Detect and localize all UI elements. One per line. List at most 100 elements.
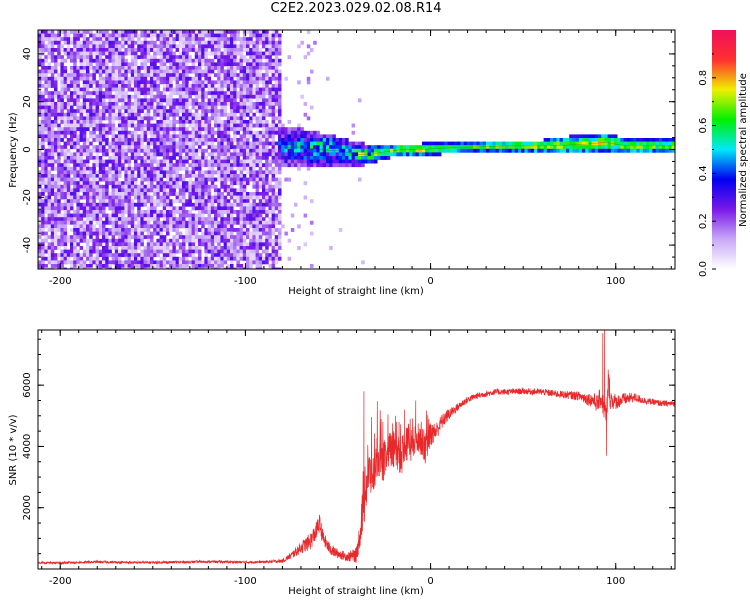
heatmap-cell [274, 246, 279, 250]
heatmap-cell [102, 127, 106, 132]
heatmap-cell [95, 109, 100, 114]
heatmap-cell [239, 231, 244, 236]
heatmap-cell [108, 55, 112, 60]
heatmap-cell [162, 66, 167, 70]
heatmap-cell [111, 134, 116, 139]
heatmap-cell [214, 51, 218, 56]
heatmap-cell [121, 55, 125, 60]
heatmap-cell [258, 192, 263, 196]
heatmap-cell [150, 123, 154, 128]
heatmap-cell [41, 210, 45, 214]
heatmap-cell [214, 235, 218, 240]
heatmap-cell [185, 48, 189, 52]
heatmap-cell [159, 102, 164, 106]
heatmap-cell [86, 141, 90, 146]
heatmap-cell [262, 238, 266, 243]
heatmap-cell [159, 145, 164, 150]
heatmap-cell [546, 138, 551, 142]
heatmap-cell [63, 87, 68, 92]
heatmap-cell [175, 249, 180, 254]
heatmap-cell [239, 73, 244, 78]
heatmap-cell [114, 188, 119, 193]
heatmap-cell [57, 264, 61, 268]
heatmap-cell [172, 123, 176, 128]
heatmap-cell [194, 174, 199, 178]
heatmap-cell [73, 130, 77, 135]
heatmap-cell [108, 246, 112, 250]
heatmap-cell [89, 30, 93, 34]
heatmap-cell [172, 40, 176, 45]
heatmap-cell [226, 58, 231, 63]
heatmap-cell [274, 127, 279, 132]
heatmap-cell [162, 264, 167, 268]
heatmap-cell [95, 210, 100, 214]
heatmap-cell [207, 159, 212, 164]
heatmap-cell [102, 246, 106, 250]
heatmap-cell [102, 177, 106, 182]
heatmap-cell [169, 260, 173, 265]
heatmap-cell [47, 109, 52, 114]
heatmap-cell [60, 228, 64, 232]
heatmap-cell [76, 238, 80, 243]
heatmap-cell [249, 174, 253, 178]
heatmap-cell [140, 231, 144, 236]
heatmap-cell [44, 87, 48, 92]
heatmap-cell [98, 174, 103, 178]
heatmap-cell [92, 177, 96, 182]
heatmap-cell [175, 80, 180, 85]
heatmap-cell [95, 123, 100, 128]
heatmap-cell [329, 145, 333, 150]
heatmap-cell [130, 66, 135, 70]
heatmap-cell [92, 37, 96, 42]
heatmap-cell [201, 235, 205, 240]
heatmap-cell [310, 231, 314, 236]
heatmap-cell [332, 145, 336, 150]
heatmap-cell [220, 98, 224, 103]
heatmap-cell [92, 148, 96, 153]
heatmap-cell [271, 148, 276, 153]
heatmap-cell [185, 73, 189, 78]
heatmap-cell [86, 181, 90, 186]
heatmap-cell [310, 264, 314, 268]
heatmap-cell [188, 253, 192, 258]
heatmap-cell [47, 228, 52, 232]
heatmap-cell [47, 62, 52, 67]
heatmap-cell [265, 134, 269, 139]
heatmap-cell [220, 210, 224, 214]
heatmap-cell [127, 260, 132, 265]
heatmap-cell [182, 249, 186, 254]
heatmap-cell [220, 246, 224, 250]
heatmap-cell [153, 134, 157, 139]
heatmap-cell [127, 76, 132, 81]
heatmap-cell [146, 80, 151, 85]
heatmap-cell [166, 231, 170, 236]
heatmap-cell [271, 156, 276, 160]
heatmap-cell [194, 181, 199, 186]
heatmap-cell [230, 33, 234, 38]
heatmap-cell [230, 220, 234, 225]
heatmap-cell [262, 105, 266, 110]
heatmap-cell [166, 58, 170, 63]
heatmap-cell [150, 127, 154, 132]
heatmap-cell [278, 192, 282, 196]
heatmap-cell [54, 181, 58, 186]
heatmap-cell [182, 116, 186, 121]
heatmap-cell [150, 166, 154, 171]
heatmap-cell [79, 66, 84, 70]
heatmap-cell [447, 141, 452, 146]
heatmap-cell [223, 33, 228, 38]
heatmap-cell [194, 94, 199, 99]
heatmap-cell [108, 231, 112, 236]
heatmap-cell [86, 192, 90, 196]
heatmap-cell [134, 249, 138, 254]
heatmap-cell [511, 145, 516, 150]
heatmap-cell [63, 253, 68, 258]
heatmap-cell [137, 206, 141, 211]
heatmap-cell [127, 156, 132, 160]
heatmap-cell [278, 58, 282, 63]
heatmap-cell [137, 94, 141, 99]
heatmap-cell [47, 256, 52, 261]
heatmap-cell [278, 177, 282, 182]
heatmap-cell [47, 105, 52, 110]
heatmap-cell [150, 235, 154, 240]
